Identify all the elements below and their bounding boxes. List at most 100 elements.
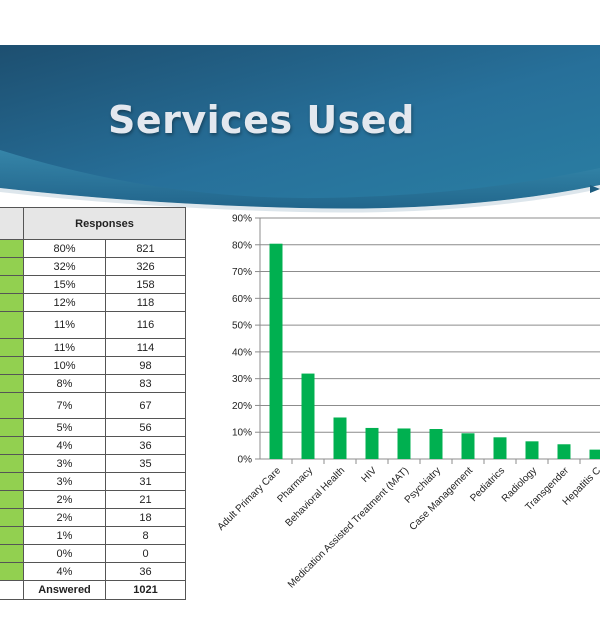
row-indicator-cell: [0, 472, 24, 491]
row-indicator-cell: [0, 239, 24, 258]
y-tick-label: 80%: [232, 240, 252, 251]
table-row: 7% 67: [0, 392, 186, 419]
row-indicator-cell: [0, 311, 24, 339]
y-tick-label: 20%: [232, 401, 252, 412]
row-indicator-cell: [0, 490, 24, 509]
bar: [525, 441, 539, 459]
row-indicator-cell: [0, 275, 24, 294]
percent-cell: 12%: [23, 293, 106, 312]
row-indicator-cell: [0, 418, 24, 437]
bar: [589, 449, 600, 459]
y-tick-label: 30%: [232, 374, 252, 385]
responses-header: Responses: [23, 207, 186, 240]
row-indicator-cell: [0, 293, 24, 312]
table-row: 8% 83: [0, 374, 186, 393]
percent-cell: 5%: [23, 418, 106, 437]
answered-total: 1021: [105, 580, 186, 600]
percent-cell: 3%: [23, 472, 106, 491]
count-cell: 118: [105, 293, 186, 312]
y-tick-label: 10%: [232, 428, 252, 439]
table-row: 12% 118: [0, 293, 186, 312]
table-row: 11% 114: [0, 338, 186, 357]
title-banner: [0, 45, 600, 213]
bar: [269, 243, 283, 459]
row-indicator-cell: [0, 454, 24, 473]
count-cell: 821: [105, 239, 186, 258]
bar: [301, 373, 315, 459]
percent-cell: 11%: [23, 338, 106, 357]
y-tick-label: 0%: [238, 455, 253, 466]
table-header-row: Responses: [0, 207, 186, 240]
table-row: 4% 36: [0, 436, 186, 455]
percent-cell: 3%: [23, 454, 106, 473]
count-cell: 8: [105, 526, 186, 545]
table-row: 4% 36: [0, 562, 186, 581]
count-cell: 31: [105, 472, 186, 491]
count-cell: 0: [105, 544, 186, 563]
answered-label: Answered: [23, 580, 106, 600]
bar: [557, 444, 571, 459]
table-row: 80% 821: [0, 239, 186, 258]
row-indicator-cell: [0, 436, 24, 455]
percent-cell: 32%: [23, 257, 106, 276]
play-arrow-icon: [590, 185, 600, 193]
bar: [365, 427, 379, 459]
bar: [429, 429, 443, 459]
row-indicator-cell: [0, 392, 24, 419]
x-tick-label: Adult Primary Care: [216, 465, 284, 533]
x-tick-label: Case Management: [408, 465, 476, 533]
percent-cell: 1%: [23, 526, 106, 545]
page-title: Services Used: [108, 98, 415, 142]
count-cell: 83: [105, 374, 186, 393]
count-cell: 98: [105, 356, 186, 375]
y-tick-label: 70%: [232, 267, 252, 278]
count-cell: 67: [105, 392, 186, 419]
row-indicator-cell: [0, 356, 24, 375]
count-cell: 36: [105, 436, 186, 455]
bar: [397, 428, 411, 459]
bar: [493, 437, 507, 459]
count-cell: 116: [105, 311, 186, 339]
percent-cell: 7%: [23, 392, 106, 419]
table-footer-row: Answered 1021: [0, 580, 186, 600]
table-row: 32% 326: [0, 257, 186, 276]
table-row: 3% 35: [0, 454, 186, 473]
y-tick-label: 40%: [232, 347, 252, 358]
x-tick-label: Medication Assisted Treatment (MAT): [286, 465, 411, 590]
row-indicator-cell: [0, 338, 24, 357]
percent-cell: 2%: [23, 490, 106, 509]
percent-cell: 4%: [23, 436, 106, 455]
count-cell: 114: [105, 338, 186, 357]
percent-cell: 15%: [23, 275, 106, 294]
count-cell: 36: [105, 562, 186, 581]
table-row: 10% 98: [0, 356, 186, 375]
percent-cell: 80%: [23, 239, 106, 258]
percent-cell: 4%: [23, 562, 106, 581]
row-indicator-cell: [0, 562, 24, 581]
count-cell: 18: [105, 508, 186, 527]
row-indicator-cell: [0, 544, 24, 563]
y-tick-label: 60%: [232, 294, 252, 305]
count-cell: 21: [105, 490, 186, 509]
table-row: 11% 116: [0, 311, 186, 339]
y-tick-label: 50%: [232, 321, 252, 332]
row-indicator-cell: [0, 508, 24, 527]
footer-blank-cell: [0, 580, 24, 600]
percent-cell: 0%: [23, 544, 106, 563]
header-blank-cell: [0, 207, 24, 240]
count-cell: 326: [105, 257, 186, 276]
table-row: 5% 56: [0, 418, 186, 437]
bar: [333, 417, 347, 459]
row-indicator-cell: [0, 257, 24, 276]
percent-cell: 8%: [23, 374, 106, 393]
responses-table: Responses 80% 821 32% 326 15% 158 12% 118 11% 116…: [0, 207, 186, 600]
row-indicator-cell: [0, 374, 24, 393]
table-row: 2% 18: [0, 508, 186, 527]
services-bar-chart: 0% 10% 20% 30% 40% 50% 60% 70% 80% 90% Adult Prima…: [216, 214, 600, 590]
y-tick-label: 90%: [232, 214, 252, 225]
x-tick-label: HIV: [360, 465, 380, 485]
count-cell: 35: [105, 454, 186, 473]
table-row: 3% 31: [0, 472, 186, 491]
table-row: 1% 8: [0, 526, 186, 545]
percent-cell: 2%: [23, 508, 106, 527]
